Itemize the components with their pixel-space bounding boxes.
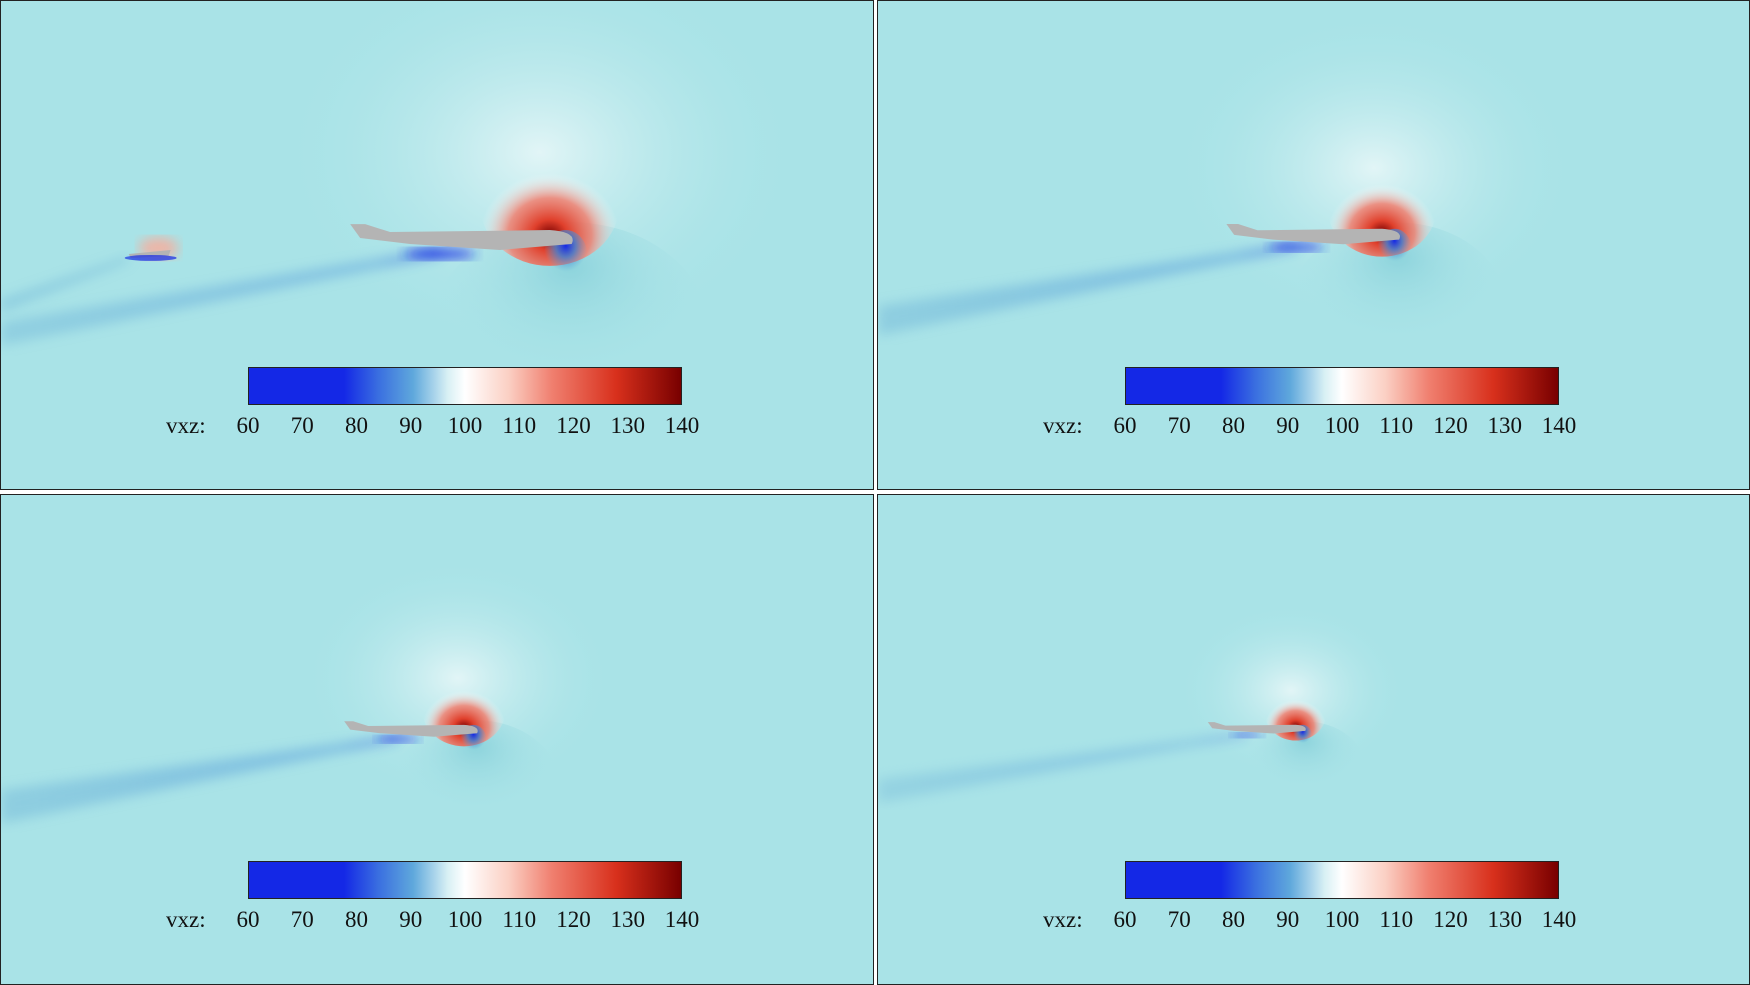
colorbar-tick: 70 xyxy=(1167,413,1191,438)
colorbar-tick: 120 xyxy=(556,907,591,932)
colorbar-tick: 60 xyxy=(1113,413,1137,438)
colorbar-tick: 70 xyxy=(290,413,314,438)
flow-panel-bottom-right: vxz: 60 70 80 90 100 110 120 130 140 xyxy=(877,494,1750,985)
colorbar xyxy=(248,367,682,405)
flow-panel-top-left: vxz: 60 70 80 90 100 110 120 130 140 xyxy=(0,0,874,490)
colorbar-tick: 70 xyxy=(290,907,314,932)
colorbar-label: vxz: xyxy=(1043,413,1083,438)
colorbar-tick: 140 xyxy=(664,413,700,438)
wake-trail xyxy=(878,242,1297,336)
colorbar-tick: 90 xyxy=(1276,907,1300,932)
aircraft-silhouette xyxy=(1226,224,1400,245)
colorbar-tick: 80 xyxy=(1222,413,1245,438)
colorbar xyxy=(248,861,682,899)
colorbar-tick: 110 xyxy=(1379,907,1414,932)
colorbar-tick: 100 xyxy=(1324,907,1360,932)
colorbar-tick: 100 xyxy=(1324,413,1360,438)
flow-panel-top-right: vxz: 60 70 80 90 100 110 120 130 140 xyxy=(877,0,1750,490)
wake-trail xyxy=(878,732,1248,803)
colorbar xyxy=(1125,367,1559,405)
colorbar-tick: 120 xyxy=(556,413,591,438)
colorbar-tick: 60 xyxy=(236,413,260,438)
colorbar-label: vxz: xyxy=(166,907,206,932)
velocity-field xyxy=(878,12,1577,394)
velocity-field xyxy=(1,558,614,852)
colorbar-tick: 110 xyxy=(502,907,537,932)
colorbar-tick: 90 xyxy=(399,907,423,932)
aircraft-silhouette xyxy=(350,224,573,250)
colorbar-tick: 140 xyxy=(1541,413,1577,438)
colorbar xyxy=(1125,861,1559,899)
colorbar-tick: 90 xyxy=(399,413,423,438)
colorbar-tick: 70 xyxy=(1167,907,1191,932)
colorbar-label: vxz: xyxy=(166,413,206,438)
colorbar-tick: 80 xyxy=(345,413,368,438)
colorbar-tick: 110 xyxy=(1379,413,1414,438)
colorbar-tick: 80 xyxy=(1222,907,1245,932)
wake-trail xyxy=(1,247,440,346)
aircraft-silhouette xyxy=(344,721,478,737)
aircraft-silhouette xyxy=(1207,722,1306,734)
wake-trail xyxy=(1,735,399,824)
colorbar-tick: 90 xyxy=(1276,413,1300,438)
colorbar-tick: 120 xyxy=(1433,413,1468,438)
colorbar-tick: 80 xyxy=(345,907,368,932)
colorbar-tick: 130 xyxy=(1487,907,1523,932)
colorbar-tick: 60 xyxy=(1113,907,1137,932)
velocity-field xyxy=(1,1,800,442)
flow-panel-bottom-left: vxz: 60 70 80 90 100 110 120 130 140 xyxy=(0,494,874,985)
colorbar-tick: 110 xyxy=(502,413,537,438)
colorbar-tick: 140 xyxy=(1541,907,1577,932)
colorbar-tick: 130 xyxy=(1487,413,1523,438)
colorbar-tick: 140 xyxy=(664,907,700,932)
colorbar-tick: 100 xyxy=(447,907,483,932)
colorbar-tick: 130 xyxy=(610,413,646,438)
colorbar-label: vxz: xyxy=(1043,907,1083,932)
colorbar-tick: 120 xyxy=(1433,907,1468,932)
colorbar-tick: 130 xyxy=(610,907,646,932)
colorbar-tick: 60 xyxy=(236,907,260,932)
velocity-field xyxy=(878,602,1406,818)
colorbar-tick: 100 xyxy=(447,413,483,438)
